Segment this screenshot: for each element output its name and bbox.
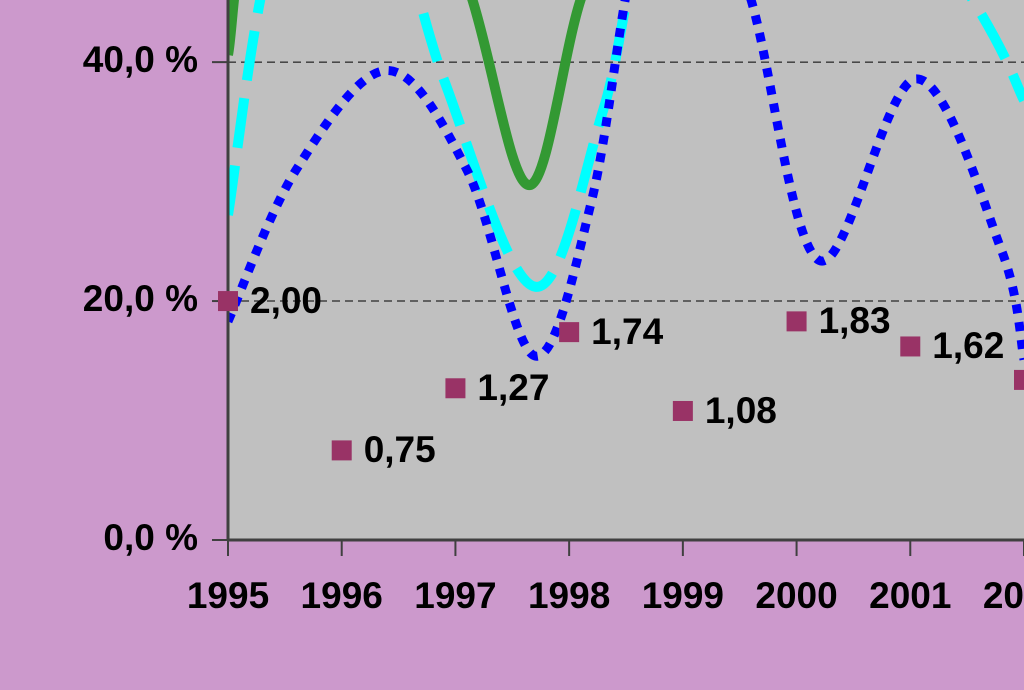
data-label: 1,08: [705, 390, 777, 431]
x-tick-label: 1999: [642, 575, 724, 616]
marker: [218, 291, 238, 312]
x-tick-label: 2000: [755, 575, 837, 616]
series-lines: [228, 0, 1024, 361]
data-label: 1,27: [477, 367, 549, 408]
x-tick-label: 1997: [414, 575, 496, 616]
marker: [331, 440, 352, 461]
data-label: 1,74: [591, 311, 663, 352]
plot-area: [228, 0, 1024, 540]
series-points: 2,00 0,75 1,27 1,74 1,08 1,83 1,62: [218, 280, 1024, 470]
y-tick-label: 0,0 %: [103, 517, 198, 558]
x-tick-label: 1995: [187, 575, 269, 616]
data-label: 1,62: [932, 325, 1004, 366]
marker: [1014, 369, 1024, 390]
y-tick-label: 20,0 %: [83, 278, 198, 319]
marker: [786, 311, 807, 332]
data-label: 0,75: [364, 429, 436, 470]
ticks: 0,0 % 20,0 % 40,0 % 1995 1996 1997 1998 1999 200…: [83, 39, 1024, 616]
marker: [445, 378, 466, 399]
grid: [228, 61, 1024, 302]
x-tick-label: 1996: [301, 575, 383, 616]
y-tick-label: 40,0 %: [83, 39, 198, 80]
x-tick-label: 2002: [983, 575, 1024, 616]
marker: [900, 336, 921, 357]
series-line: [228, 0, 1024, 292]
x-tick-label: 2001: [869, 575, 951, 616]
data-label: 2,00: [250, 280, 322, 321]
series-line: [228, 0, 586, 191]
series-line: [228, 0, 1024, 361]
marker: [559, 322, 580, 343]
x-tick-label: 1998: [528, 575, 610, 616]
data-label: 1,83: [819, 300, 891, 341]
marker: [672, 400, 693, 421]
